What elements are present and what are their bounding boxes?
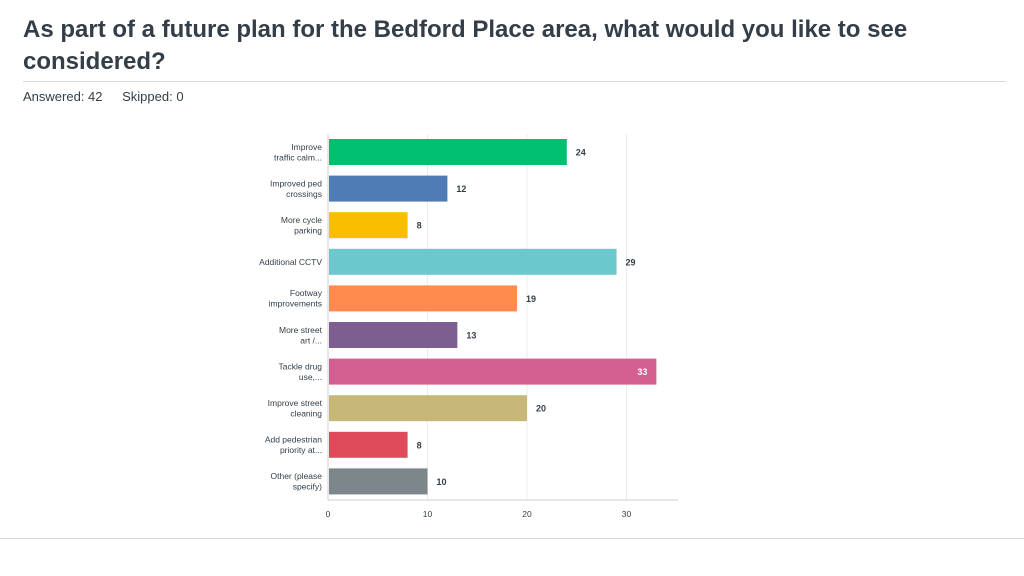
bar-8	[329, 431, 408, 458]
category-label-8-1: priority at...	[280, 445, 322, 455]
value-label-5: 13	[466, 331, 476, 341]
title-divider	[23, 81, 1006, 82]
category-label-9-0: Other (please	[271, 471, 323, 481]
x-tick-label-3: 30	[622, 509, 632, 519]
category-label-2-0: More cycle	[281, 215, 322, 225]
bar-4	[329, 285, 518, 312]
footer-divider	[0, 538, 1024, 539]
category-label-9-1: specify)	[293, 482, 322, 492]
x-tick-label-0: 0	[326, 509, 331, 519]
category-label-8-0: Add pedestrian	[265, 435, 322, 445]
category-label-2-1: parking	[294, 225, 322, 235]
category-label-0-1: traffic calm...	[274, 152, 322, 162]
x-tick-label-1: 10	[423, 509, 433, 519]
bar-5	[329, 322, 458, 348]
bar-1	[329, 175, 448, 202]
value-label-6: 33	[637, 367, 647, 377]
category-label-5-1: art /...	[300, 335, 322, 345]
category-label-7-0: Improve street	[268, 398, 323, 408]
category-label-1-1: crossings	[286, 189, 322, 199]
category-label-1-0: Improved ped	[270, 178, 322, 188]
x-tick-label-2: 20	[522, 509, 532, 519]
category-label-0-0: Improve	[291, 142, 322, 152]
value-label-2: 8	[417, 221, 422, 231]
value-label-7: 20	[536, 404, 546, 414]
category-label-6-0: Tackle drug	[279, 361, 323, 371]
value-label-1: 12	[456, 184, 466, 194]
answered-count: Answered: 42	[23, 89, 103, 104]
category-label-3-0: Additional CCTV	[259, 257, 322, 267]
value-label-9: 10	[437, 477, 447, 487]
bar-7	[329, 395, 527, 422]
category-label-4-0: Footway	[290, 288, 323, 298]
bar-3	[329, 248, 617, 275]
category-label-7-1: cleaning	[290, 408, 322, 418]
category-label-5-0: More street	[279, 325, 323, 335]
bar-0	[329, 139, 567, 165]
page-title: As part of a future plan for the Bedford…	[23, 16, 908, 75]
bar-9	[329, 468, 428, 495]
skipped-count: Skipped: 0	[122, 89, 184, 104]
category-label-6-1: use,...	[299, 372, 322, 382]
value-label-0: 24	[576, 148, 586, 158]
value-label-8: 8	[417, 440, 422, 450]
bar-2	[329, 212, 408, 239]
response-stats: Answered: 42 Skipped: 0	[23, 89, 200, 104]
value-label-3: 29	[626, 257, 636, 267]
bar-6	[329, 358, 657, 385]
value-label-4: 19	[526, 294, 536, 304]
category-label-4-1: improvements	[269, 299, 322, 309]
